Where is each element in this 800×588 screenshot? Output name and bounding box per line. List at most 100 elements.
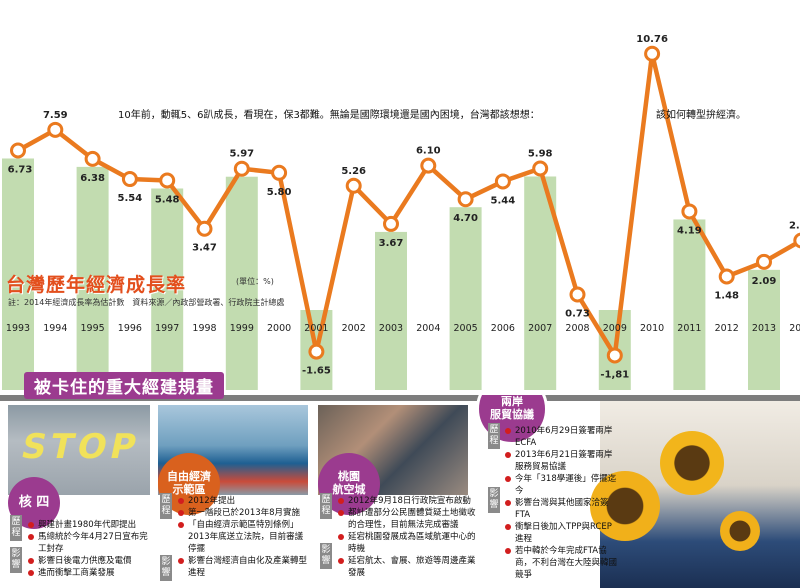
chart-title: 台灣歷年經濟成長率: [6, 274, 187, 296]
data-label: -1,81: [600, 369, 629, 380]
data-label: 5.80: [267, 187, 292, 198]
data-label: 6.10: [416, 146, 441, 157]
year-label: 2003: [379, 323, 403, 334]
data-label: 5.44: [491, 195, 516, 206]
data-point: [457, 191, 474, 208]
year-label: 1998: [192, 323, 216, 334]
case-fez-item: 第一階段已於2013年8月實施: [188, 508, 301, 518]
case-fez-item: 2012年提出: [188, 496, 236, 506]
data-label: 6.73: [8, 164, 33, 175]
year-label: 1993: [6, 323, 30, 334]
data-label: 4.70: [453, 213, 478, 224]
year-label: 1994: [43, 323, 67, 334]
line-layer: 6.73 7.59 6.38 5.54 5.48 3.47 5.97 5.80 -1.65 5.2…: [8, 34, 800, 380]
data-label: 2.98: [789, 220, 800, 231]
data-point: [681, 203, 698, 220]
tag-impact: 影響: [320, 543, 332, 569]
case-cssta-item: 影響台灣與其他國家洽簽FTA: [515, 498, 609, 520]
bar-layer: [2, 158, 780, 390]
data-label: 2.09: [752, 276, 777, 287]
year-bar: [673, 219, 706, 390]
data-point: [756, 253, 772, 270]
data-point: [644, 45, 661, 62]
data-point: [494, 173, 511, 190]
case-nuclear-item: 影響日後電力供應及電價: [38, 556, 132, 566]
data-label: 6.38: [80, 173, 105, 184]
data-point: [569, 286, 586, 303]
data-point: [233, 160, 250, 177]
year-bar: [449, 207, 482, 390]
headline-tail: 該如何轉型拚經濟。: [656, 110, 746, 121]
year-label: 2011: [677, 323, 701, 334]
year-label: 2012: [715, 323, 739, 334]
year-label: 2000: [267, 323, 291, 334]
data-label: 5.54: [118, 193, 143, 204]
data-label: 7.59: [43, 110, 68, 121]
year-label: 2005: [454, 323, 478, 334]
data-label: 5.26: [341, 166, 366, 177]
data-point: [84, 150, 101, 167]
tag-history: 歷程: [160, 493, 172, 519]
case-nuclear-title: 核 四: [18, 494, 50, 510]
section-title: 被卡住的重大經建規畫: [24, 372, 224, 399]
case-cssta-item: 今年「318學運後」停擺迄今: [515, 474, 617, 496]
data-label: 3.47: [192, 243, 217, 254]
year-label: 1999: [230, 323, 254, 334]
data-label: 5.97: [229, 149, 254, 160]
case-fez-list: 2012年提出 第一階段已於2013年8月實施 「自由經濟示範區特別條例」201…: [178, 495, 310, 579]
data-point: [10, 142, 26, 159]
year-label: 2009: [603, 323, 627, 334]
case-cssta-item: 若中韓於今年完成FTA協商，不利台灣在大陸與韓國競爭: [515, 546, 618, 580]
case-cssta-item: 2013年6月21日簽署兩岸服務貿易協議: [515, 450, 613, 472]
data-label: 3.67: [379, 238, 404, 249]
case-aerotropolis-item: 延宕航太、會展、旅遊等周邊產業發展: [348, 556, 476, 578]
year-bar: [151, 188, 184, 390]
unit-note: (單位：%): [236, 277, 274, 286]
data-label: 10.76: [636, 34, 668, 45]
data-point: [793, 232, 800, 249]
year-label: 2007: [528, 323, 552, 334]
chart-note: 註：2014年經濟成長率為估計數 資料來源／內政部營政署、行政院主計總處: [8, 298, 285, 307]
case-cssta-list: 2010年6月29日簽署兩岸ECFA 2013年6月21日簽署兩岸服務貿易協議 …: [505, 425, 617, 581]
data-point: [420, 157, 437, 174]
stop-photo-text: STOP: [17, 427, 144, 467]
data-point: [271, 164, 288, 181]
data-point: [718, 268, 735, 285]
year-label: 2006: [491, 323, 515, 334]
year-label: 2010: [640, 323, 664, 334]
year-label: 2004: [416, 323, 440, 334]
case-nuclear-item: 興建計畫1980年代即提出: [38, 520, 137, 530]
data-label: -1.65: [302, 366, 331, 377]
case-aerotropolis-title: 桃園 航空城: [332, 470, 366, 496]
case-nuclear-item: 進而衝擊工商業發展: [38, 568, 115, 578]
case-cssta-item: 衝擊日後加入TPP與RCEP進程: [515, 522, 612, 544]
data-point: [196, 220, 213, 237]
year-bar: [225, 176, 258, 390]
data-label: 0.73: [565, 308, 590, 319]
case-aerotropolis-item: 都計遭部分公民團體質疑土地徵收的合理性，目前無法完成審議: [348, 508, 476, 530]
case-fez-bubble: 自由經濟 示範區: [158, 453, 220, 515]
case-aerotropolis-list: 2012年9月18日行政院宣布啟動 都計遭部分公民團體質疑土地徵收的合理性，目前…: [338, 495, 478, 579]
year-label: 1997: [155, 323, 179, 334]
data-point: [606, 347, 623, 364]
infographic-panel: STOP 核 四 自由經濟 示範區 桃園 航空城 兩岸 服貿協議 歷程 影響 興…: [0, 395, 800, 588]
data-label: 4.19: [677, 225, 702, 236]
tag-impact: 影響: [10, 547, 22, 573]
case-fez-item: 影響台灣經濟自由化及產業轉型進程: [188, 556, 308, 578]
case-aerotropolis-item: 2012年9月18日行政院宣布啟動: [348, 496, 471, 506]
year-label: 1996: [118, 323, 142, 334]
case-aerotropolis-item: 延宕桃園發展成為區域航運中心的時機: [348, 532, 476, 554]
data-point: [159, 172, 176, 189]
case-fez-title: 自由經濟 示範區: [167, 470, 211, 496]
growth-chart: 6.73 7.59 6.38 5.54 5.48 3.47 5.97 5.80 -1.65 5.2…: [2, 34, 800, 390]
tag-history: 歷程: [10, 515, 22, 541]
data-point: [383, 215, 399, 232]
case-cssta-bubble: 兩岸 服貿協議: [476, 395, 548, 445]
year-bar: [2, 158, 34, 390]
data-point: [308, 343, 325, 360]
year-bar: [76, 166, 109, 390]
case-nuclear-item: 馬總統於今年4月27日宣布完工封存: [38, 532, 148, 554]
tag-history: 歷程: [320, 493, 332, 519]
tag-history: 歷程: [488, 423, 500, 449]
case-cssta-title: 兩岸 服貿協議: [490, 395, 534, 421]
